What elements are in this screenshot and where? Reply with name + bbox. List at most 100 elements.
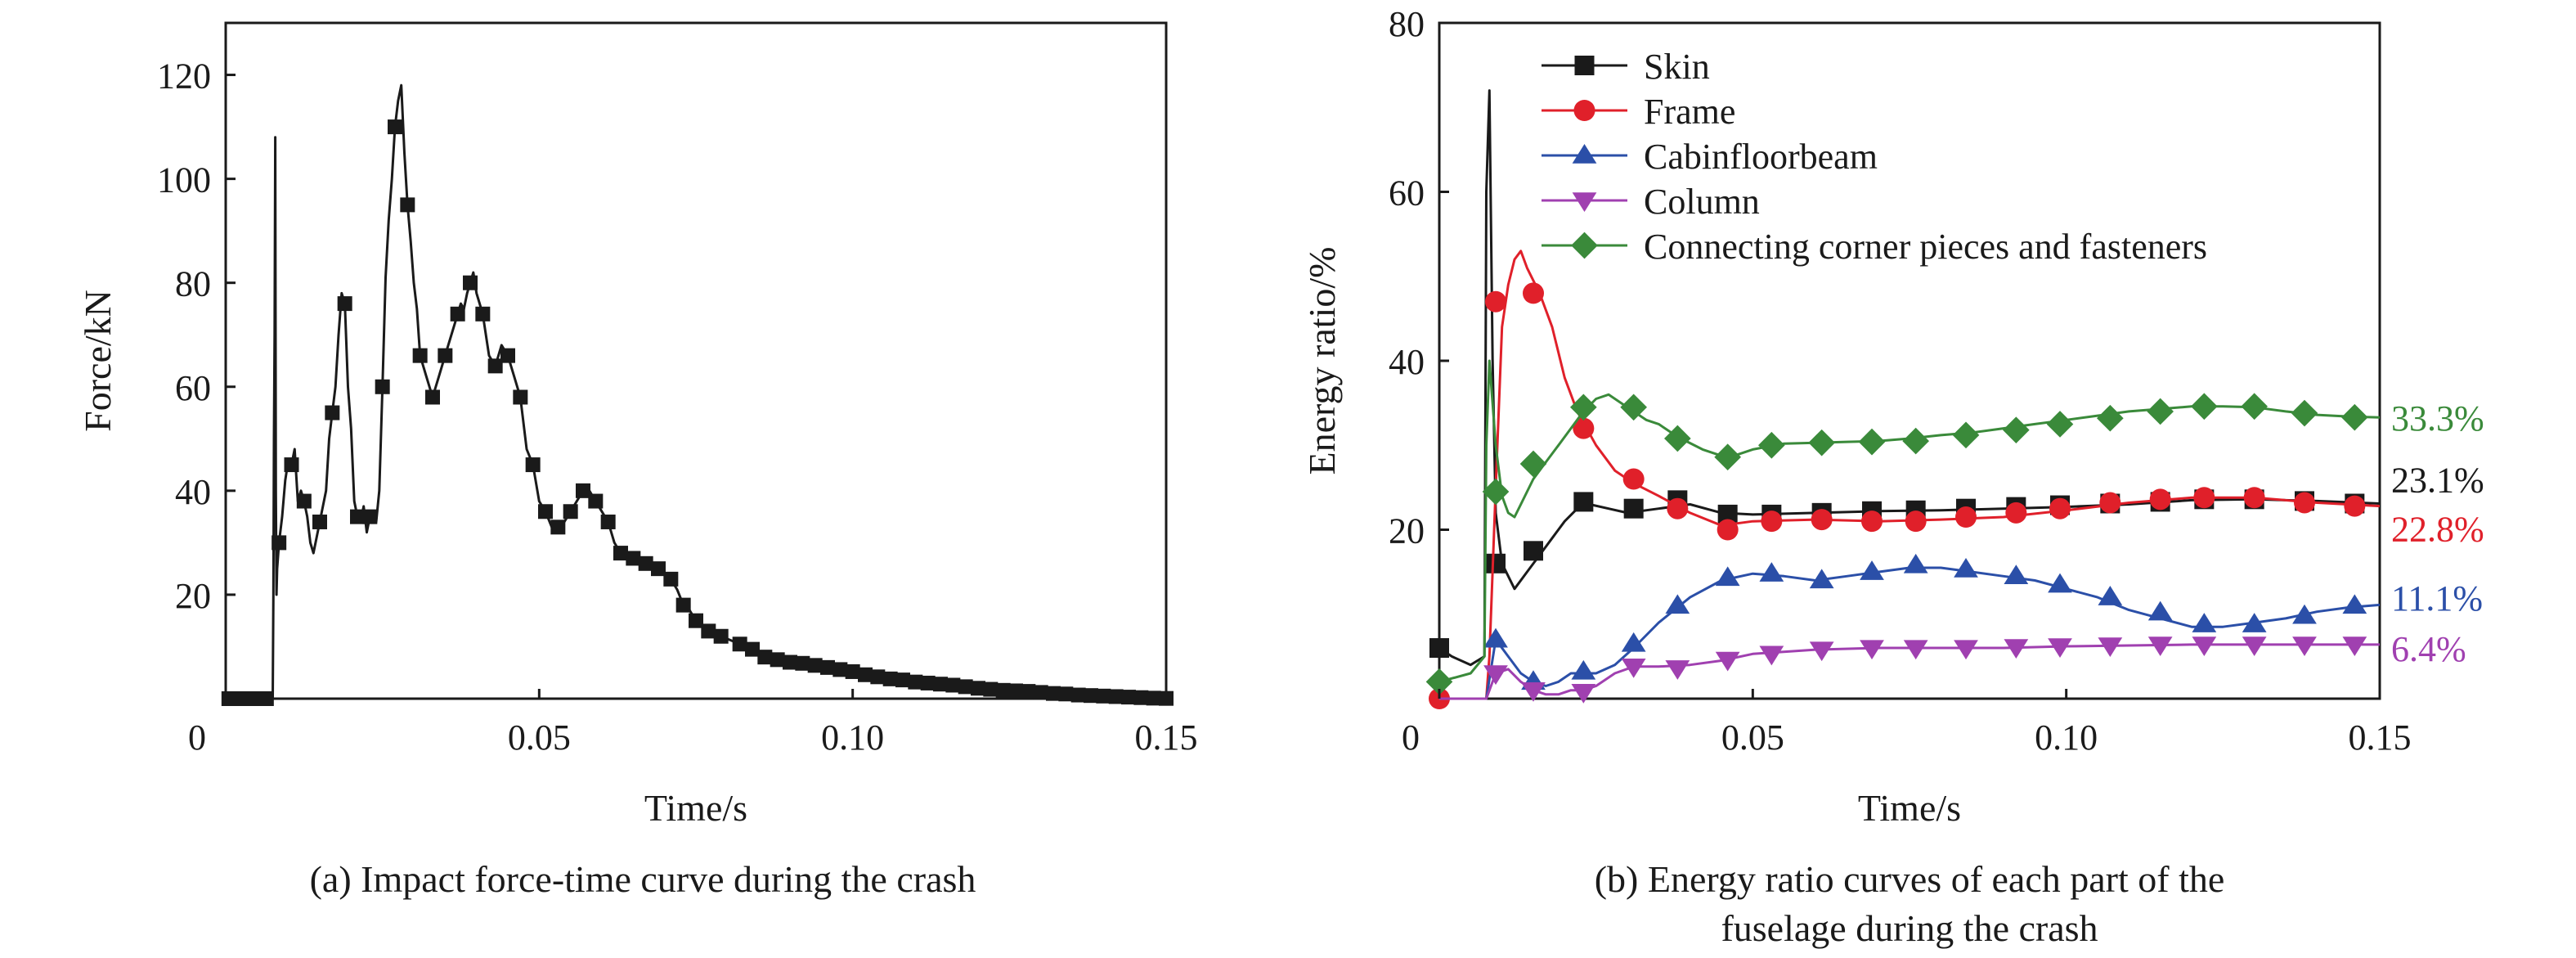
- chart-b-ticks: 0 0.05 0.10 0.15 20 40 60 80: [1389, 4, 2412, 758]
- chart-b-data-point: [1521, 681, 1546, 702]
- chart-a-data-point: [588, 493, 604, 509]
- chart-a-data-point: [325, 405, 340, 421]
- legend-label: Frame: [1644, 92, 1735, 132]
- chart-b-data-point: [2191, 393, 2218, 421]
- chart-a-data-point: [663, 571, 679, 587]
- chart-b-data-point: [2003, 416, 2030, 443]
- chart-b-data-point: [2192, 613, 2217, 632]
- chart-a-data-point: [450, 306, 465, 322]
- chart-b-data-point: [2342, 636, 2367, 656]
- chart-a-data-point: [882, 671, 898, 686]
- chart-b-ylabel: Energy ratio/%: [1301, 247, 1343, 475]
- chart-a-data-point: [487, 358, 503, 374]
- chart-b-data-point: [1860, 560, 1884, 580]
- chart-b-series-markers: [1429, 282, 2366, 709]
- chart-b-data-point: [1715, 566, 1740, 587]
- chart-b-data-point: [2147, 398, 2174, 425]
- chart-b-ytick-label: 80: [1389, 4, 1425, 44]
- chart-b-data-point: [2049, 497, 2071, 519]
- chart-a-data-point: [525, 457, 541, 473]
- chart-b-data-point: [2098, 637, 2123, 657]
- chart-b-data-point: [1809, 569, 1834, 589]
- chart-a-data-point: [337, 296, 352, 312]
- chart-b-data-point: [1954, 640, 1978, 660]
- chart-a-data-point: [1096, 688, 1111, 704]
- chart-b-data-point: [1570, 394, 1597, 421]
- chart-a-xtick-label: 0.05: [508, 717, 571, 758]
- chart-a-data-point: [958, 679, 973, 695]
- legend-label: Connecting corner pieces and fasteners: [1644, 227, 2207, 267]
- chart-b-data-point: [2192, 636, 2217, 656]
- chart-b-data-point: [1667, 497, 1689, 519]
- chart-a-data-point: [513, 389, 528, 405]
- chart-b-data-point: [1665, 660, 1690, 680]
- legend-marker: [1574, 56, 1595, 75]
- chart-b-xtick-label: 0.05: [1721, 717, 1784, 758]
- chart-b-data-point: [1905, 510, 1927, 533]
- final-value-label: 22.8%: [2391, 509, 2484, 549]
- chart-b-data-point: [1903, 553, 1928, 573]
- chart-a-data-point: [1121, 690, 1136, 705]
- chart-a-series: [221, 83, 1174, 706]
- chart-a-data-point: [1084, 688, 1098, 704]
- chart-b-xtick-label: 0.10: [2035, 717, 2098, 758]
- chart-b-series-markers: [1483, 553, 2367, 690]
- chart-b-data-point: [1665, 594, 1690, 614]
- chart-a-plot-frame: [224, 21, 1168, 700]
- chart-b-data-point: [2149, 488, 2171, 510]
- legend-label: Cabinfloorbeam: [1644, 137, 1878, 177]
- chart-b-data-point: [1486, 553, 1506, 573]
- chart-a-data-point: [651, 561, 666, 577]
- chart-a-ticks: 0 0.05 0.10 0.15 20 40 60 80 100 120: [157, 56, 1198, 758]
- chart-b-series-line-skin: [1438, 89, 2381, 667]
- chart-a-ytick-label: 40: [175, 472, 211, 512]
- chart-a-data-point: [258, 691, 274, 706]
- chart-a-data-point: [845, 663, 860, 679]
- chart-b-ytick-label: 40: [1389, 342, 1425, 382]
- chart-b-data-point: [1809, 641, 1834, 662]
- chart-b-data-point: [1664, 425, 1691, 452]
- chart-b-data-point: [1573, 417, 1595, 439]
- chart-b-ytick-label: 60: [1389, 173, 1425, 214]
- chart-a-data-point: [475, 306, 491, 322]
- chart-b-data-point: [2098, 586, 2123, 605]
- chart-a-data-point: [1070, 687, 1086, 703]
- chart-b-caption-line-1: (b) Energy ratio curves of each part of …: [1595, 858, 2225, 900]
- chart-a-data-point: [745, 641, 760, 657]
- chart-a-data-point: [770, 652, 785, 668]
- chart-a-caption: (a) Impact force-time curve during the c…: [310, 858, 976, 900]
- chart-b-data-point: [2005, 501, 2027, 524]
- chart-b-annotations: 33.3% 23.1% 22.8% 11.1% 6.4%: [2391, 398, 2484, 669]
- chart-b-plot-frame: [1438, 21, 2381, 700]
- chart-a-data-point: [463, 275, 478, 290]
- chart-b-data-point: [2193, 487, 2215, 509]
- chart-a-data-point: [757, 650, 773, 665]
- chart-a-xtick-label: 0: [188, 717, 206, 758]
- chart-a-data-point: [284, 457, 299, 473]
- chart-a-data-point: [626, 551, 641, 566]
- chart-a-data-point: [858, 667, 873, 682]
- chart-a-data-point: [1033, 685, 1048, 700]
- chart-b-data-point: [1808, 429, 1835, 457]
- chart-a-ytick-label: 100: [157, 160, 211, 200]
- chart-a-data-point: [995, 682, 1011, 698]
- chart-b-xtick-label: 0.15: [2349, 717, 2412, 758]
- chart-a-data-point: [1133, 690, 1149, 705]
- chart-b-data-point: [1425, 668, 1453, 695]
- chart-a-data-point: [350, 509, 365, 524]
- legend-label: Column: [1644, 182, 1760, 222]
- final-value-label: 23.1%: [2391, 461, 2484, 501]
- chart-b-data-point: [1954, 557, 1978, 578]
- chart-a-data-point: [563, 504, 578, 519]
- chart-a-data-point: [362, 509, 378, 524]
- chart-b-data-point: [1902, 427, 1929, 455]
- chart-a-data-point: [832, 662, 848, 677]
- chart-b-data-point: [2242, 636, 2267, 656]
- chart-b-ytick-label: 20: [1389, 511, 1425, 551]
- chart-b-data-point: [1952, 421, 1980, 449]
- chart-b-data-point: [1519, 450, 1547, 478]
- chart-a-data-point: [425, 389, 440, 405]
- chart-b-data-point: [1811, 509, 1833, 531]
- chart-b-data-point: [1571, 684, 1596, 704]
